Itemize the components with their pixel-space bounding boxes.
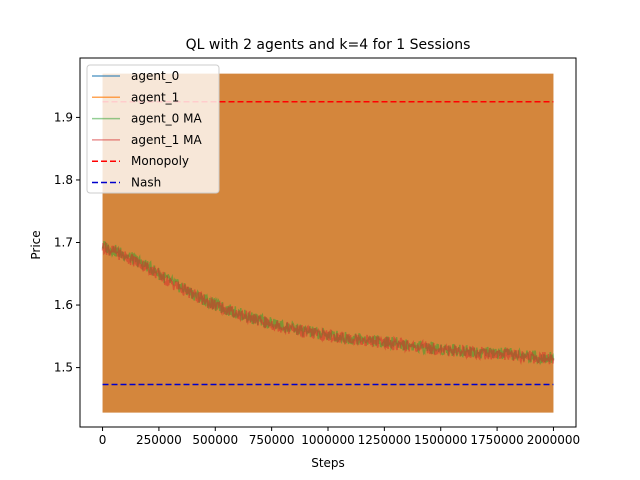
x-tick-label: 2000000 [527, 433, 580, 447]
x-axis-label: Steps [311, 456, 345, 470]
y-axis-label: Price [29, 230, 43, 259]
y-tick-label: 1.8 [54, 173, 73, 187]
y-tick-label: 1.7 [54, 236, 73, 250]
x-tick-label: 1750000 [470, 433, 523, 447]
x-tick-label: 500000 [192, 433, 238, 447]
y-tick-label: 1.9 [54, 110, 73, 124]
y-axis: 1.5 1.6 1.7 1.8 1.9 [54, 110, 80, 375]
x-tick-label: 0 [99, 433, 107, 447]
y-tick-label: 1.5 [54, 361, 73, 375]
x-tick-label: 1000000 [301, 433, 354, 447]
legend-entry: Monopoly [131, 154, 189, 168]
x-tick-label: 1500000 [414, 433, 467, 447]
y-tick-label: 1.6 [54, 298, 73, 312]
x-tick-label: 750000 [249, 433, 295, 447]
legend-entry: Nash [131, 176, 161, 190]
series-line-agent_1-ma [101, 242, 555, 366]
x-tick-label: 250000 [136, 433, 182, 447]
x-tick-label: 1250000 [358, 433, 411, 447]
x-axis: 0 250000 500000 750000 1000000 1250000 1500000… [99, 427, 580, 447]
legend-entry: agent_1 MA [131, 133, 202, 147]
legend: agent_0 agent_1 agent_0 MA agent_1 MA Monopo… [86, 64, 220, 194]
legend-entry: agent_0 [131, 69, 179, 83]
legend-entry: agent_0 MA [131, 112, 202, 126]
chart-title: QL with 2 agents and k=4 for 1 Sessions [186, 37, 471, 53]
legend-entry: agent_1 [131, 90, 179, 104]
legend-box [86, 64, 220, 194]
